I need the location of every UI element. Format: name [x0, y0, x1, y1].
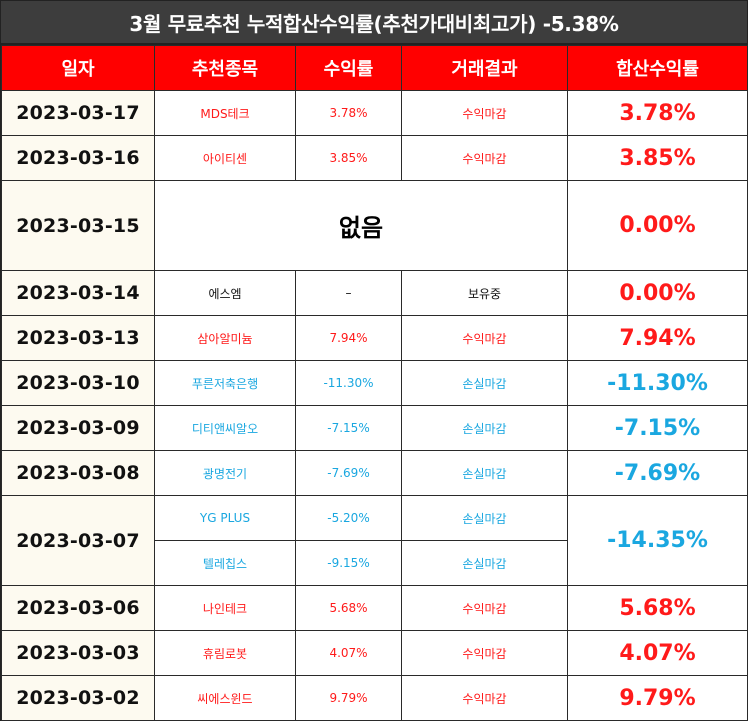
no-recommendation-cell: 없음: [154, 180, 568, 271]
row-return: -9.15%: [295, 540, 402, 586]
row-stock: 나인테크: [154, 585, 296, 631]
table-row: 2023-03-08 광명전기 -7.69% 손실마감 -7.69%: [1, 450, 748, 496]
row-result: 손실마감: [401, 495, 568, 541]
row-total: 9.79%: [567, 675, 748, 721]
row-return: 3.78%: [295, 90, 402, 136]
row-total: -7.69%: [567, 450, 748, 496]
row-stock: YG PLUS: [154, 495, 296, 541]
row-result: 수익마감: [401, 675, 568, 721]
row-stock: 휴림로봇: [154, 630, 296, 676]
row-return: 9.79%: [295, 675, 402, 721]
table-row: 2023-03-02 씨에스윈드 9.79% 수익마감 9.79%: [1, 675, 748, 721]
row-return: -11.30%: [295, 360, 402, 406]
header-total: 합산수익률: [567, 45, 748, 91]
row-stock: 푸른저축은행: [154, 360, 296, 406]
row-result: 손실마감: [401, 405, 568, 451]
row-return: -7.69%: [295, 450, 402, 496]
row-total: -11.30%: [567, 360, 748, 406]
row-stock: 씨에스윈드: [154, 675, 296, 721]
row-date: 2023-03-03: [1, 630, 155, 676]
row-total: 3.85%: [567, 135, 748, 181]
row-total: -7.15%: [567, 405, 748, 451]
row-date: 2023-03-06: [1, 585, 155, 631]
row-date: 2023-03-14: [1, 270, 155, 316]
row-date: 2023-03-17: [1, 90, 155, 136]
table-row: 2023-03-14 에스엠 – 보유중 0.00%: [1, 270, 748, 316]
row-stock: MDS테크: [154, 90, 296, 136]
row-date: 2023-03-15: [1, 180, 155, 271]
row-return: 3.85%: [295, 135, 402, 181]
row-stock: 에스엠: [154, 270, 296, 316]
table-row: 2023-03-09 디티앤씨알오 -7.15% 손실마감 -7.15%: [1, 405, 748, 451]
row-result: 수익마감: [401, 315, 568, 361]
table-row: 2023-03-06 나인테크 5.68% 수익마감 5.68%: [1, 585, 748, 631]
table-row: 2023-03-16 아이티센 3.85% 수익마감 3.85%: [1, 135, 748, 181]
header-row: 일자 추천종목 수익률 거래결과 합산수익률: [1, 45, 748, 91]
header-return: 수익률: [295, 45, 402, 91]
row-return: 4.07%: [295, 630, 402, 676]
row-date: 2023-03-13: [1, 315, 155, 361]
row-stock: 삼아알미늄: [154, 315, 296, 361]
returns-table: 일자 추천종목 수익률 거래결과 합산수익률 2023-03-17 MDS테크 …: [1, 45, 748, 721]
row-return: –: [295, 270, 402, 316]
table-row: 2023-03-10 푸른저축은행 -11.30% 손실마감 -11.30%: [1, 360, 748, 406]
row-total: 0.00%: [567, 270, 748, 316]
row-date: 2023-03-10: [1, 360, 155, 406]
row-total: 5.68%: [567, 585, 748, 631]
row-return: 7.94%: [295, 315, 402, 361]
table-row: 2023-03-03 휴림로봇 4.07% 수익마감 4.07%: [1, 630, 748, 676]
row-return: -5.20%: [295, 495, 402, 541]
row-result: 수익마감: [401, 90, 568, 136]
row-date: 2023-03-02: [1, 675, 155, 721]
row-result: 손실마감: [401, 450, 568, 496]
table-row: 2023-03-15 없음 0.00%: [1, 180, 748, 271]
row-result: 손실마감: [401, 360, 568, 406]
row-result: 보유중: [401, 270, 568, 316]
row-date: 2023-03-16: [1, 135, 155, 181]
row-stock: 텔레칩스: [154, 540, 296, 586]
header-date: 일자: [1, 45, 155, 91]
row-total: -14.35%: [567, 495, 748, 586]
row-date: 2023-03-08: [1, 450, 155, 496]
page-title: 3월 무료추천 누적합산수익률(추천가대비최고가) -5.38%: [1, 1, 747, 45]
row-stock: 디티앤씨알오: [154, 405, 296, 451]
table-row: 2023-03-07 YG PLUS -5.20% 손실마감 -14.35%: [1, 495, 748, 586]
row-stock: 아이티센: [154, 135, 296, 181]
row-stock: 광명전기: [154, 450, 296, 496]
row-return: -7.15%: [295, 405, 402, 451]
row-result: 수익마감: [401, 585, 568, 631]
table-row: 2023-03-17 MDS테크 3.78% 수익마감 3.78%: [1, 90, 748, 136]
row-total: 7.94%: [567, 315, 748, 361]
row-return: 5.68%: [295, 585, 402, 631]
row-date: 2023-03-09: [1, 405, 155, 451]
row-result: 손실마감: [401, 540, 568, 586]
row-total: 0.00%: [567, 180, 748, 271]
table-row: 텔레칩스 -9.15% 손실마감: [2, 540, 748, 586]
row-date: 2023-03-07: [1, 495, 155, 586]
header-stock: 추천종목: [154, 45, 296, 91]
header-result: 거래결과: [401, 45, 568, 91]
row-total: 3.78%: [567, 90, 748, 136]
row-result: 수익마감: [401, 630, 568, 676]
row-result: 수익마감: [401, 135, 568, 181]
table-row: 2023-03-13 삼아알미늄 7.94% 수익마감 7.94%: [1, 315, 748, 361]
row-total: 4.07%: [567, 630, 748, 676]
